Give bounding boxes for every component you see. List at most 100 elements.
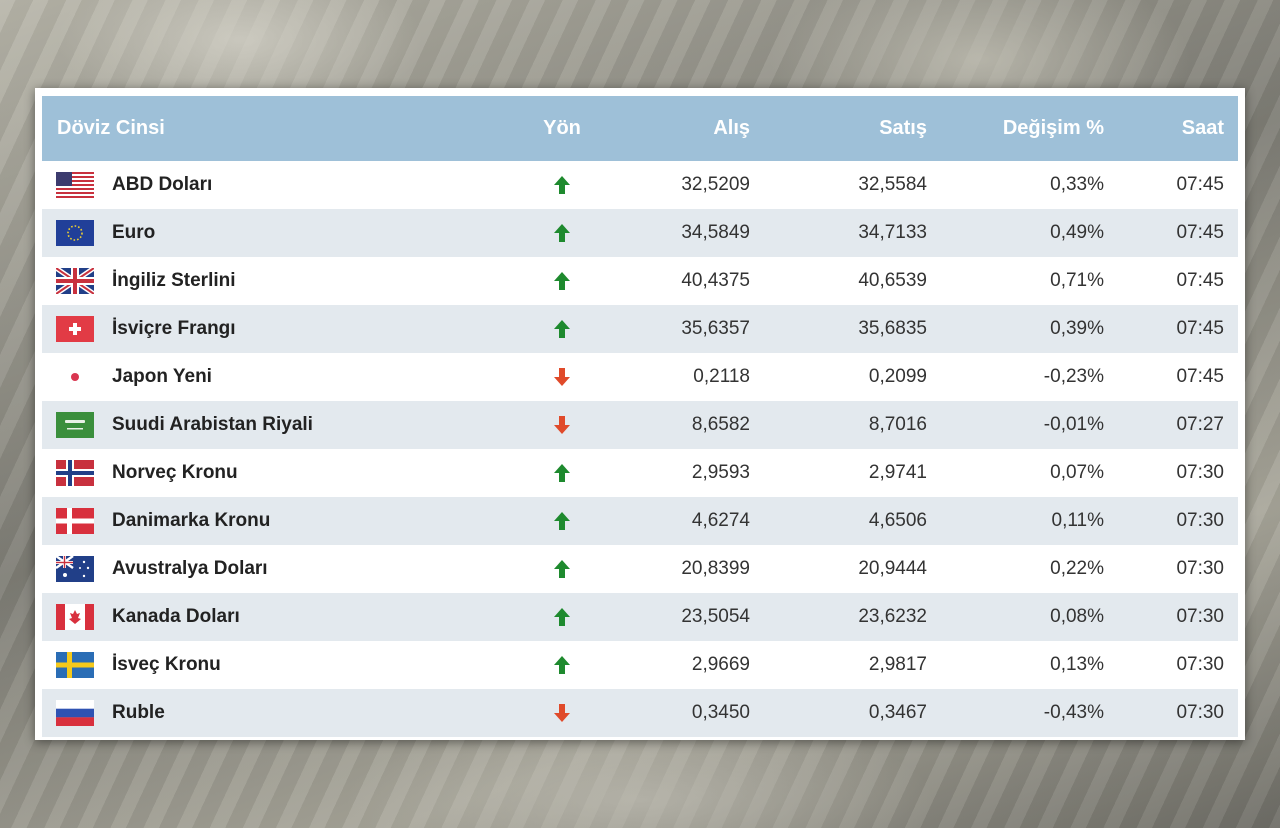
header-time[interactable]: Saat <box>1181 117 1224 139</box>
direction-cell <box>522 655 602 675</box>
table-row[interactable]: Kanada Doları 23,5054 23,6232 0,08% 07:30 <box>42 593 1238 641</box>
currency-name: Norveç Kronu <box>112 462 238 483</box>
currency-cell: Kanada Doları <box>42 604 522 630</box>
table-row[interactable]: İngiliz Sterlini 40,4375 40,6539 0,71% 07:45 <box>42 257 1238 305</box>
currency-cell: Euro <box>42 220 522 246</box>
time-value: 07:45 <box>1176 270 1224 291</box>
currency-cell: Danimarka Kronu <box>42 508 522 534</box>
header-sell[interactable]: Satış <box>879 117 927 139</box>
change-value: -0,01% <box>1043 414 1104 435</box>
currency-name: ABD Doları <box>112 174 213 195</box>
table-row[interactable]: Norveç Kronu 2,9593 2,9741 0,07% 07:30 <box>42 449 1238 497</box>
ru-flag-icon <box>56 700 94 726</box>
arrow-up-icon <box>554 560 570 578</box>
currency-name: Kanada Doları <box>112 606 240 627</box>
sell-value: 0,2099 <box>868 366 927 387</box>
sell-value: 20,9444 <box>858 558 927 579</box>
table-body: ABD Doları 32,5209 32,5584 0,33% 07:45 Euro 34… <box>42 161 1238 737</box>
time-value: 07:45 <box>1176 222 1224 243</box>
currency-name: Japon Yeni <box>112 366 212 387</box>
header-currency[interactable]: Döviz Cinsi <box>57 117 165 139</box>
direction-cell <box>522 559 602 579</box>
change-value: 0,39% <box>1050 318 1104 339</box>
currency-cell: ABD Doları <box>42 172 522 198</box>
dk-flag-icon <box>56 508 94 534</box>
table-row[interactable]: Euro 34,5849 34,7133 0,49% 07:45 <box>42 209 1238 257</box>
buy-value: 0,3450 <box>691 702 750 723</box>
sell-value: 8,7016 <box>868 414 927 435</box>
currency-cell: Suudi Arabistan Riyali <box>42 412 522 438</box>
buy-value: 0,2118 <box>693 366 750 387</box>
header-direction[interactable]: Yön <box>543 117 581 139</box>
arrow-up-icon <box>554 224 570 242</box>
direction-cell <box>522 703 602 723</box>
table-row[interactable]: Danimarka Kronu 4,6274 4,6506 0,11% 07:30 <box>42 497 1238 545</box>
buy-value: 8,6582 <box>691 414 750 435</box>
header-change[interactable]: Değişim % <box>1002 117 1104 139</box>
currency-name: Danimarka Kronu <box>112 510 271 531</box>
currency-name: İsviçre Frangı <box>112 318 236 339</box>
jp-flag-icon <box>56 364 94 390</box>
au-flag-icon <box>56 556 94 582</box>
table-row[interactable]: Avustralya Doları 20,8399 20,9444 0,22% 07:3… <box>42 545 1238 593</box>
direction-cell <box>522 175 602 195</box>
arrow-up-icon <box>554 320 570 338</box>
uk-flag-icon <box>56 268 94 294</box>
currency-name: Euro <box>112 222 156 243</box>
currency-cell: Ruble <box>42 700 522 726</box>
arrow-up-icon <box>554 464 570 482</box>
sa-flag-icon <box>56 412 94 438</box>
table-row[interactable]: ABD Doları 32,5209 32,5584 0,33% 07:45 <box>42 161 1238 209</box>
buy-value: 23,5054 <box>681 606 750 627</box>
buy-value: 2,9669 <box>691 654 750 675</box>
table-row[interactable]: İsviçre Frangı 35,6357 35,6835 0,39% 07:45 <box>42 305 1238 353</box>
se-flag-icon <box>56 652 94 678</box>
sell-value: 2,9817 <box>868 654 927 675</box>
time-value: 07:30 <box>1176 462 1224 483</box>
direction-cell <box>522 367 602 387</box>
currency-name: İsveç Kronu <box>112 654 221 675</box>
ch-flag-icon <box>56 316 94 342</box>
arrow-up-icon <box>554 512 570 530</box>
us-flag-icon <box>56 172 94 198</box>
table-row[interactable]: Ruble 0,3450 0,3467 -0,43% 07:30 <box>42 689 1238 737</box>
change-value: 0,49% <box>1050 222 1104 243</box>
time-value: 07:30 <box>1176 558 1224 579</box>
ca-flag-icon <box>56 604 94 630</box>
currency-table-panel: Döviz Cinsi Yön Alış Satış Değişim % Saa… <box>35 88 1245 740</box>
currency-cell: Norveç Kronu <box>42 460 522 486</box>
sell-value: 2,9741 <box>868 462 927 483</box>
buy-value: 35,6357 <box>681 318 750 339</box>
table-header-row: Döviz Cinsi Yön Alış Satış Değişim % Saa… <box>42 96 1238 161</box>
buy-value: 4,6274 <box>691 510 750 531</box>
sell-value: 40,6539 <box>858 270 927 291</box>
direction-cell <box>522 463 602 483</box>
time-value: 07:30 <box>1176 606 1224 627</box>
arrow-up-icon <box>554 176 570 194</box>
currency-cell: Avustralya Doları <box>42 556 522 582</box>
sell-value: 23,6232 <box>858 606 927 627</box>
header-buy[interactable]: Alış <box>713 117 750 139</box>
buy-value: 20,8399 <box>681 558 750 579</box>
table-row[interactable]: İsveç Kronu 2,9669 2,9817 0,13% 07:30 <box>42 641 1238 689</box>
sell-value: 4,6506 <box>868 510 927 531</box>
change-value: 0,08% <box>1050 606 1104 627</box>
time-value: 07:45 <box>1176 366 1224 387</box>
no-flag-icon <box>56 460 94 486</box>
arrow-up-icon <box>554 272 570 290</box>
change-value: 0,33% <box>1050 174 1104 195</box>
time-value: 07:45 <box>1176 318 1224 339</box>
table-row[interactable]: Suudi Arabistan Riyali 8,6582 8,7016 -0,01%… <box>42 401 1238 449</box>
sell-value: 0,3467 <box>868 702 927 723</box>
currency-name: Avustralya Doları <box>112 558 268 579</box>
currency-cell: Japon Yeni <box>42 364 522 390</box>
currency-cell: İsviçre Frangı <box>42 316 522 342</box>
direction-cell <box>522 607 602 627</box>
time-value: 07:30 <box>1176 654 1224 675</box>
direction-cell <box>522 415 602 435</box>
time-value: 07:30 <box>1176 510 1224 531</box>
table-row[interactable]: Japon Yeni 0,2118 0,2099 -0,23% 07:45 <box>42 353 1238 401</box>
buy-value: 34,5849 <box>681 222 750 243</box>
direction-cell <box>522 223 602 243</box>
eu-flag-icon <box>56 220 94 246</box>
